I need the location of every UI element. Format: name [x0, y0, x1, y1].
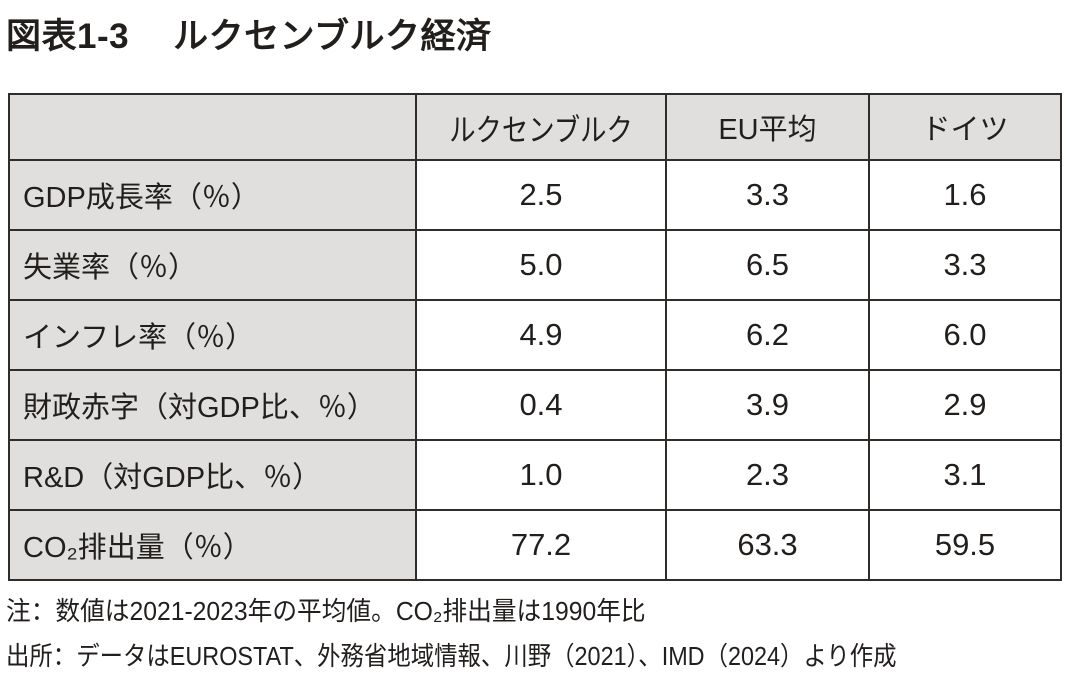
- value-cell: 3.1: [868, 439, 1062, 511]
- value-cell: 6.0: [868, 299, 1062, 371]
- row-label: 失業率（％）: [8, 229, 417, 301]
- row-label: CO₂排出量（％）: [8, 509, 417, 581]
- table-row-co2-emissions: CO₂排出量（％） 77.2 63.3 59.5: [8, 509, 1062, 581]
- value-cell: 0.4: [415, 369, 667, 441]
- row-label: R&D（対GDP比、％）: [8, 439, 417, 511]
- value-cell: 63.3: [665, 509, 870, 581]
- table-row-rd: R&D（対GDP比、％） 1.0 2.3 3.1: [8, 439, 1062, 511]
- value-cell: 77.2: [415, 509, 667, 581]
- table-header-row: ルクセンブルク EU平均 ドイツ: [8, 93, 1062, 161]
- table-row-gdp-growth: GDP成長率（％） 2.5 3.3 1.6: [8, 159, 1062, 231]
- source-text: 出所：データはEUROSTAT、外務省地域情報、川野（2021）、IMD（202…: [6, 641, 897, 671]
- row-label: 財政赤字（対GDP比、％）: [8, 369, 417, 441]
- value-cell: 59.5: [868, 509, 1062, 581]
- corner-cell: [8, 93, 417, 161]
- value-cell: 3.9: [665, 369, 870, 441]
- value-cell: 1.0: [415, 439, 667, 511]
- column-header-eu-average: EU平均: [665, 93, 870, 161]
- value-cell: 1.6: [868, 159, 1062, 231]
- value-cell: 3.3: [665, 159, 870, 231]
- row-label: GDP成長率（％）: [8, 159, 417, 231]
- figure-title-text: ルクセンブルク経済: [173, 17, 492, 56]
- note-line: 注：数値は2021-2023年の平均値。CO₂排出量は1990年比: [6, 589, 1066, 634]
- table-row-fiscal-deficit: 財政赤字（対GDP比、％） 0.4 3.9 2.9: [8, 369, 1062, 441]
- economy-comparison-table: ルクセンブルク EU平均 ドイツ GDP成長率（％） 2.5 3.3 1.6 失…: [8, 93, 1062, 581]
- table-row-unemployment: 失業率（％） 5.0 6.5 3.3: [8, 229, 1062, 301]
- value-cell: 2.3: [665, 439, 870, 511]
- row-label: インフレ率（％）: [8, 299, 417, 371]
- note-text: 注：数値は2021-2023年の平均値。CO₂排出量は1990年比: [6, 596, 646, 626]
- value-cell: 2.5: [415, 159, 667, 231]
- column-header-luxembourg-label: ルクセンブルク: [449, 112, 633, 148]
- source-line: 出所：データはEUROSTAT、外務省地域情報、川野（2021）、IMD（202…: [6, 634, 1066, 679]
- column-header-germany: ドイツ: [868, 93, 1062, 161]
- value-cell: 6.5: [665, 229, 870, 301]
- footnotes: 注：数値は2021-2023年の平均値。CO₂排出量は1990年比 出所：データ…: [6, 589, 1066, 679]
- value-cell: 2.9: [868, 369, 1062, 441]
- page-title: 図表1-3 ルクセンブルク経済: [6, 8, 492, 59]
- value-cell: 3.3: [868, 229, 1062, 301]
- table-row-inflation: インフレ率（％） 4.9 6.2 6.0: [8, 299, 1062, 371]
- column-header-luxembourg: ルクセンブルク: [415, 93, 667, 161]
- figure-number-label: 図表1-3: [6, 17, 130, 56]
- value-cell: 6.2: [665, 299, 870, 371]
- value-cell: 4.9: [415, 299, 667, 371]
- value-cell: 5.0: [415, 229, 667, 301]
